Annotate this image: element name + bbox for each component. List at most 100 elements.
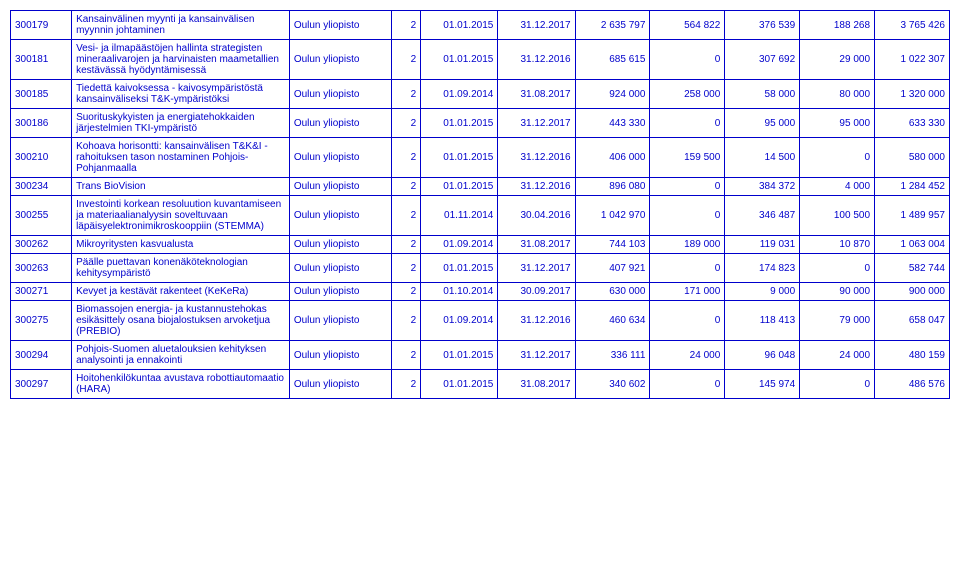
cell-value-1: 2 635 797 xyxy=(575,11,650,40)
table-row: 300294Pohjois-Suomen aluetalouksien kehi… xyxy=(11,341,950,370)
cell-value-3: 346 487 xyxy=(725,196,800,236)
cell-start-date: 01.01.2015 xyxy=(421,178,498,196)
cell-end-date: 31.12.2017 xyxy=(498,341,575,370)
table-row: 300255Investointi korkean resoluution ku… xyxy=(11,196,950,236)
cell-description: Investointi korkean resoluution kuvantam… xyxy=(72,196,290,236)
table-row: 300271Kevyet ja kestävät rakenteet (KeKe… xyxy=(11,283,950,301)
cell-description: Hoitohenkilökuntaa avustava robottiautom… xyxy=(72,370,290,399)
cell-id: 300294 xyxy=(11,341,72,370)
cell-value-3: 376 539 xyxy=(725,11,800,40)
cell-value-1: 685 615 xyxy=(575,40,650,80)
cell-description: Pohjois-Suomen aluetalouksien kehityksen… xyxy=(72,341,290,370)
cell-count: 2 xyxy=(392,138,421,178)
cell-end-date: 31.12.2016 xyxy=(498,178,575,196)
cell-organisation: Oulun yliopisto xyxy=(289,341,392,370)
cell-value-4: 29 000 xyxy=(800,40,875,80)
cell-value-5: 633 330 xyxy=(875,109,950,138)
cell-value-4: 95 000 xyxy=(800,109,875,138)
cell-id: 300185 xyxy=(11,80,72,109)
cell-value-2: 0 xyxy=(650,109,725,138)
cell-description: Suorituskykyisten ja energiatehokkaiden … xyxy=(72,109,290,138)
cell-id: 300181 xyxy=(11,40,72,80)
cell-value-2: 0 xyxy=(650,254,725,283)
cell-id: 300234 xyxy=(11,178,72,196)
cell-organisation: Oulun yliopisto xyxy=(289,138,392,178)
cell-start-date: 01.01.2015 xyxy=(421,341,498,370)
cell-value-3: 9 000 xyxy=(725,283,800,301)
cell-start-date: 01.01.2015 xyxy=(421,11,498,40)
cell-organisation: Oulun yliopisto xyxy=(289,40,392,80)
cell-id: 300210 xyxy=(11,138,72,178)
cell-value-4: 0 xyxy=(800,254,875,283)
cell-start-date: 01.01.2015 xyxy=(421,254,498,283)
cell-value-5: 1 489 957 xyxy=(875,196,950,236)
cell-id: 300271 xyxy=(11,283,72,301)
cell-value-1: 924 000 xyxy=(575,80,650,109)
cell-start-date: 01.01.2015 xyxy=(421,109,498,138)
cell-description: Kohoava horisontti: kansainvälisen T&K&I… xyxy=(72,138,290,178)
cell-id: 300275 xyxy=(11,301,72,341)
table-row: 300263Päälle puettavan konenäköteknologi… xyxy=(11,254,950,283)
cell-end-date: 31.12.2017 xyxy=(498,109,575,138)
table-row: 300262Mikroyritysten kasvualustaOulun yl… xyxy=(11,236,950,254)
cell-value-3: 307 692 xyxy=(725,40,800,80)
cell-description: Vesi- ja ilmapäästöjen hallinta strategi… xyxy=(72,40,290,80)
cell-value-4: 24 000 xyxy=(800,341,875,370)
cell-description: Trans BioVision xyxy=(72,178,290,196)
cell-count: 2 xyxy=(392,236,421,254)
table-row: 300210Kohoava horisontti: kansainvälisen… xyxy=(11,138,950,178)
data-table: 300179Kansainvälinen myynti ja kansainvä… xyxy=(10,10,950,399)
cell-description: Mikroyritysten kasvualusta xyxy=(72,236,290,254)
cell-organisation: Oulun yliopisto xyxy=(289,196,392,236)
cell-count: 2 xyxy=(392,80,421,109)
cell-organisation: Oulun yliopisto xyxy=(289,283,392,301)
cell-start-date: 01.09.2014 xyxy=(421,80,498,109)
cell-count: 2 xyxy=(392,178,421,196)
cell-start-date: 01.09.2014 xyxy=(421,301,498,341)
cell-count: 2 xyxy=(392,11,421,40)
cell-value-4: 100 500 xyxy=(800,196,875,236)
cell-value-2: 0 xyxy=(650,196,725,236)
cell-count: 2 xyxy=(392,301,421,341)
table-row: 300275Biomassojen energia- ja kustannust… xyxy=(11,301,950,341)
cell-id: 300179 xyxy=(11,11,72,40)
cell-value-2: 171 000 xyxy=(650,283,725,301)
cell-value-5: 3 765 426 xyxy=(875,11,950,40)
cell-start-date: 01.01.2015 xyxy=(421,138,498,178)
cell-organisation: Oulun yliopisto xyxy=(289,11,392,40)
cell-value-5: 658 047 xyxy=(875,301,950,341)
cell-value-2: 0 xyxy=(650,370,725,399)
cell-start-date: 01.10.2014 xyxy=(421,283,498,301)
cell-count: 2 xyxy=(392,40,421,80)
cell-value-3: 118 413 xyxy=(725,301,800,341)
cell-value-5: 1 063 004 xyxy=(875,236,950,254)
cell-count: 2 xyxy=(392,341,421,370)
cell-id: 300262 xyxy=(11,236,72,254)
cell-value-3: 14 500 xyxy=(725,138,800,178)
cell-organisation: Oulun yliopisto xyxy=(289,80,392,109)
cell-count: 2 xyxy=(392,283,421,301)
cell-value-3: 174 823 xyxy=(725,254,800,283)
cell-organisation: Oulun yliopisto xyxy=(289,178,392,196)
cell-organisation: Oulun yliopisto xyxy=(289,254,392,283)
cell-count: 2 xyxy=(392,109,421,138)
cell-value-2: 564 822 xyxy=(650,11,725,40)
cell-value-2: 0 xyxy=(650,301,725,341)
cell-value-3: 384 372 xyxy=(725,178,800,196)
cell-id: 300255 xyxy=(11,196,72,236)
cell-value-1: 406 000 xyxy=(575,138,650,178)
cell-organisation: Oulun yliopisto xyxy=(289,301,392,341)
cell-value-1: 407 921 xyxy=(575,254,650,283)
cell-count: 2 xyxy=(392,370,421,399)
cell-value-4: 188 268 xyxy=(800,11,875,40)
cell-value-5: 486 576 xyxy=(875,370,950,399)
cell-count: 2 xyxy=(392,196,421,236)
cell-start-date: 01.09.2014 xyxy=(421,236,498,254)
cell-description: Kevyet ja kestävät rakenteet (KeKeRa) xyxy=(72,283,290,301)
cell-value-5: 580 000 xyxy=(875,138,950,178)
cell-value-4: 0 xyxy=(800,138,875,178)
cell-value-5: 1 320 000 xyxy=(875,80,950,109)
cell-value-3: 95 000 xyxy=(725,109,800,138)
cell-value-5: 900 000 xyxy=(875,283,950,301)
cell-description: Päälle puettavan konenäköteknologian keh… xyxy=(72,254,290,283)
